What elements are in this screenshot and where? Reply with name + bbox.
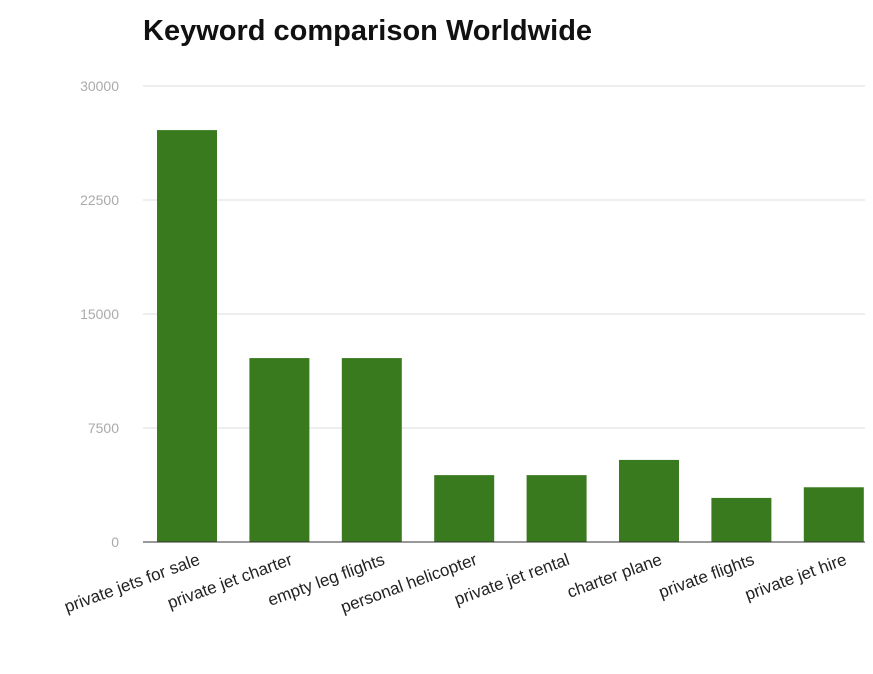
bar xyxy=(803,487,864,542)
y-tick-label: 22500 xyxy=(80,192,119,208)
bar xyxy=(619,459,679,542)
bar xyxy=(341,358,402,542)
bar xyxy=(249,358,310,542)
y-tick-label: 0 xyxy=(111,534,119,550)
x-category-label: charter plane xyxy=(565,550,665,602)
x-category-label: private jet hire xyxy=(742,550,849,604)
bar xyxy=(711,497,772,542)
bar xyxy=(526,475,587,542)
y-tick-label: 15000 xyxy=(80,306,119,322)
bar xyxy=(434,475,495,542)
bar xyxy=(157,130,217,542)
bars xyxy=(157,130,864,542)
y-tick-label: 30000 xyxy=(80,78,119,94)
gridlines xyxy=(143,85,865,429)
x-category-label: private flights xyxy=(656,550,757,602)
y-tick-label: 7500 xyxy=(88,420,119,436)
y-axis-ticks: 0 7500 15000 22500 30000 xyxy=(80,78,119,550)
chart-title: Keyword comparison Worldwide xyxy=(143,15,592,47)
